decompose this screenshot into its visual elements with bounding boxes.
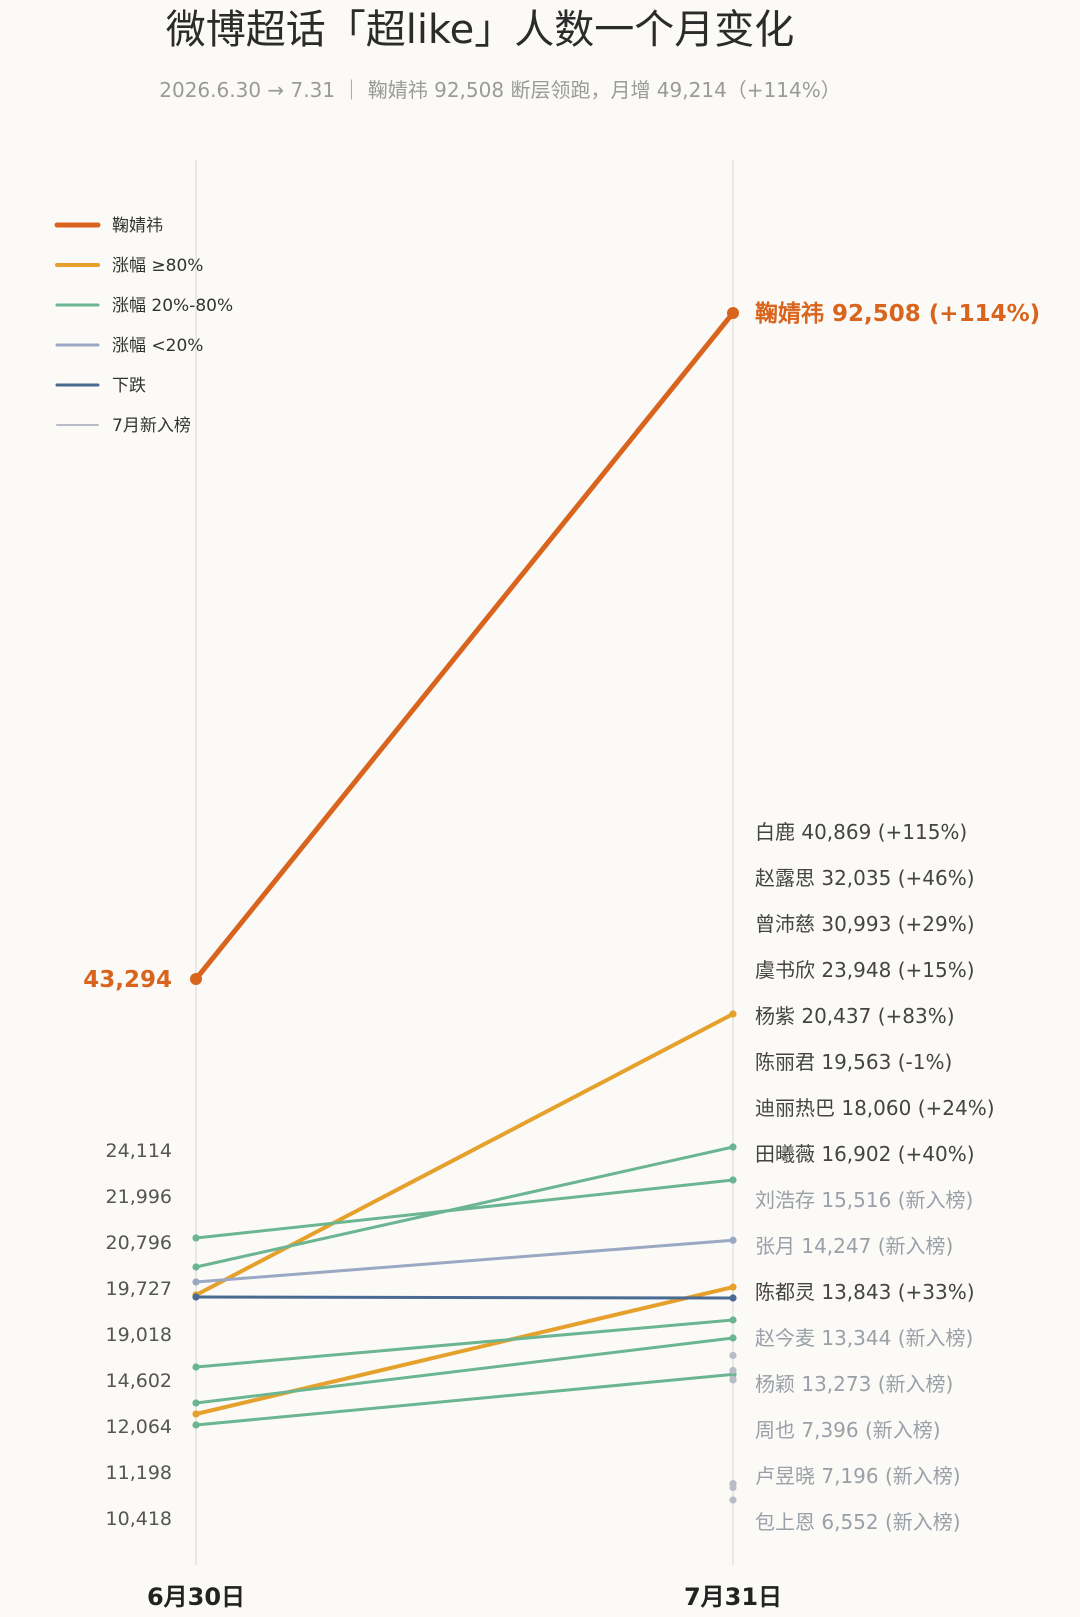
lead-start-label: 43,294 [83,967,172,993]
series-end-point [729,1366,737,1375]
legend-label: 涨幅 ≥80% [112,256,203,276]
right-label: 刘浩存 15,516 (新入榜) [755,1188,973,1212]
x-label-end: 7月31日 [684,1583,782,1611]
series-start-point [192,1293,200,1301]
right-label: 曾沛慈 30,993 (+29%) [755,912,975,936]
series-end-point [729,1376,737,1384]
left-tick-label: 24,114 [106,1140,172,1162]
series-end-point [729,1283,737,1291]
series-end-point [729,1334,737,1342]
right-label: 迪丽热巴 18,060 (+24%) [755,1096,995,1120]
left-tick-label: 21,996 [106,1186,172,1208]
right-labels: 白鹿 40,869 (+115%) 赵露思 32,035 (+46%) 曾沛慈 30… [755,820,995,1534]
left-tick-label: 14,602 [106,1370,172,1392]
series-lines [192,1010,737,1504]
right-label: 卢昱晓 7,196 (新入榜) [755,1464,961,1488]
series-start-point [192,1263,200,1271]
series-line [194,1336,735,1405]
chart-title: 微博超话「超like」人数一个月变化 [166,7,795,53]
series-line [194,1285,735,1416]
series-end-point [729,1316,737,1324]
lead-series: 43,294 鞠婧祎 92,508 (+114%) [83,300,1040,993]
series-start-point [192,1278,200,1286]
series-start-point [192,1421,200,1429]
lead-end-label: 鞠婧祎 92,508 (+114%) [755,300,1040,327]
series-line [194,1295,735,1300]
series-start-point [192,1410,200,1418]
series-end-point [729,1294,737,1302]
lead-end-point [727,307,739,319]
series-start-point [192,1234,200,1242]
right-label: 包上恩 6,552 (新入榜) [755,1510,961,1534]
right-label: 白鹿 40,869 (+115%) [755,820,967,844]
legend-label: 涨幅 20%-80% [112,296,233,316]
lead-name: 鞠婧祎 [755,300,832,327]
right-label: 张月 14,247 (新入榜) [755,1234,953,1258]
lead-value: 92,508 [832,301,929,327]
left-tick-label: 10,418 [106,1508,172,1530]
x-label-start: 6月30日 [147,1583,245,1611]
right-label: 田曦薇 16,902 (+40%) [755,1142,975,1166]
series-line [194,1318,735,1369]
right-label: 陈都灵 13,843 (+33%) [755,1280,975,1304]
series-end-point [729,1236,737,1244]
right-label: 杨颖 13,273 (新入榜) [755,1372,953,1396]
series-end-point [729,1351,737,1360]
left-tick-labels: 24,114 21,996 20,796 19,727 19,018 14,602 12,0… [106,1140,172,1530]
right-label: 赵露思 32,035 (+46%) [755,866,975,890]
series-start-point [192,1363,200,1371]
series-end-point [729,1176,737,1184]
legend-label: 鞠婧祎 [112,216,163,236]
left-tick-label: 11,198 [106,1462,172,1484]
right-label: 虞书欣 23,948 (+15%) [755,958,975,982]
left-tick-label: 19,018 [106,1324,172,1346]
lead-pct: (+114%) [929,301,1040,327]
series-line [194,1372,735,1427]
series-line [194,1012,735,1297]
left-tick-label: 20,796 [106,1232,172,1254]
right-label: 陈丽君 19,563 (-1%) [755,1050,952,1074]
series-start-point [192,1399,200,1407]
right-label: 杨紫 20,437 (+83%) [755,1004,955,1028]
lead-line [193,310,736,982]
series-line [194,1238,735,1284]
series-end-point [729,1010,737,1018]
left-tick-label: 19,727 [106,1278,172,1300]
right-label: 周也 7,396 (新入榜) [755,1418,941,1442]
legend-label: 下跌 [112,376,146,396]
legend-label: 7月新入榜 [112,416,191,436]
chart-subtitle: 2026.6.30 → 7.31 ｜ 鞠婧祎 92,508 断层领跑，月增 49… [159,78,840,102]
series-line [194,1178,735,1240]
left-tick-label: 12,064 [106,1416,172,1438]
series-end-point [729,1143,737,1151]
series-end-point [729,1483,737,1492]
series-line [194,1145,735,1269]
series-end-point [729,1496,737,1504]
lead-start-point [190,973,202,985]
right-label: 赵今麦 13,344 (新入榜) [755,1326,973,1350]
legend-label: 涨幅 <20% [112,336,203,356]
